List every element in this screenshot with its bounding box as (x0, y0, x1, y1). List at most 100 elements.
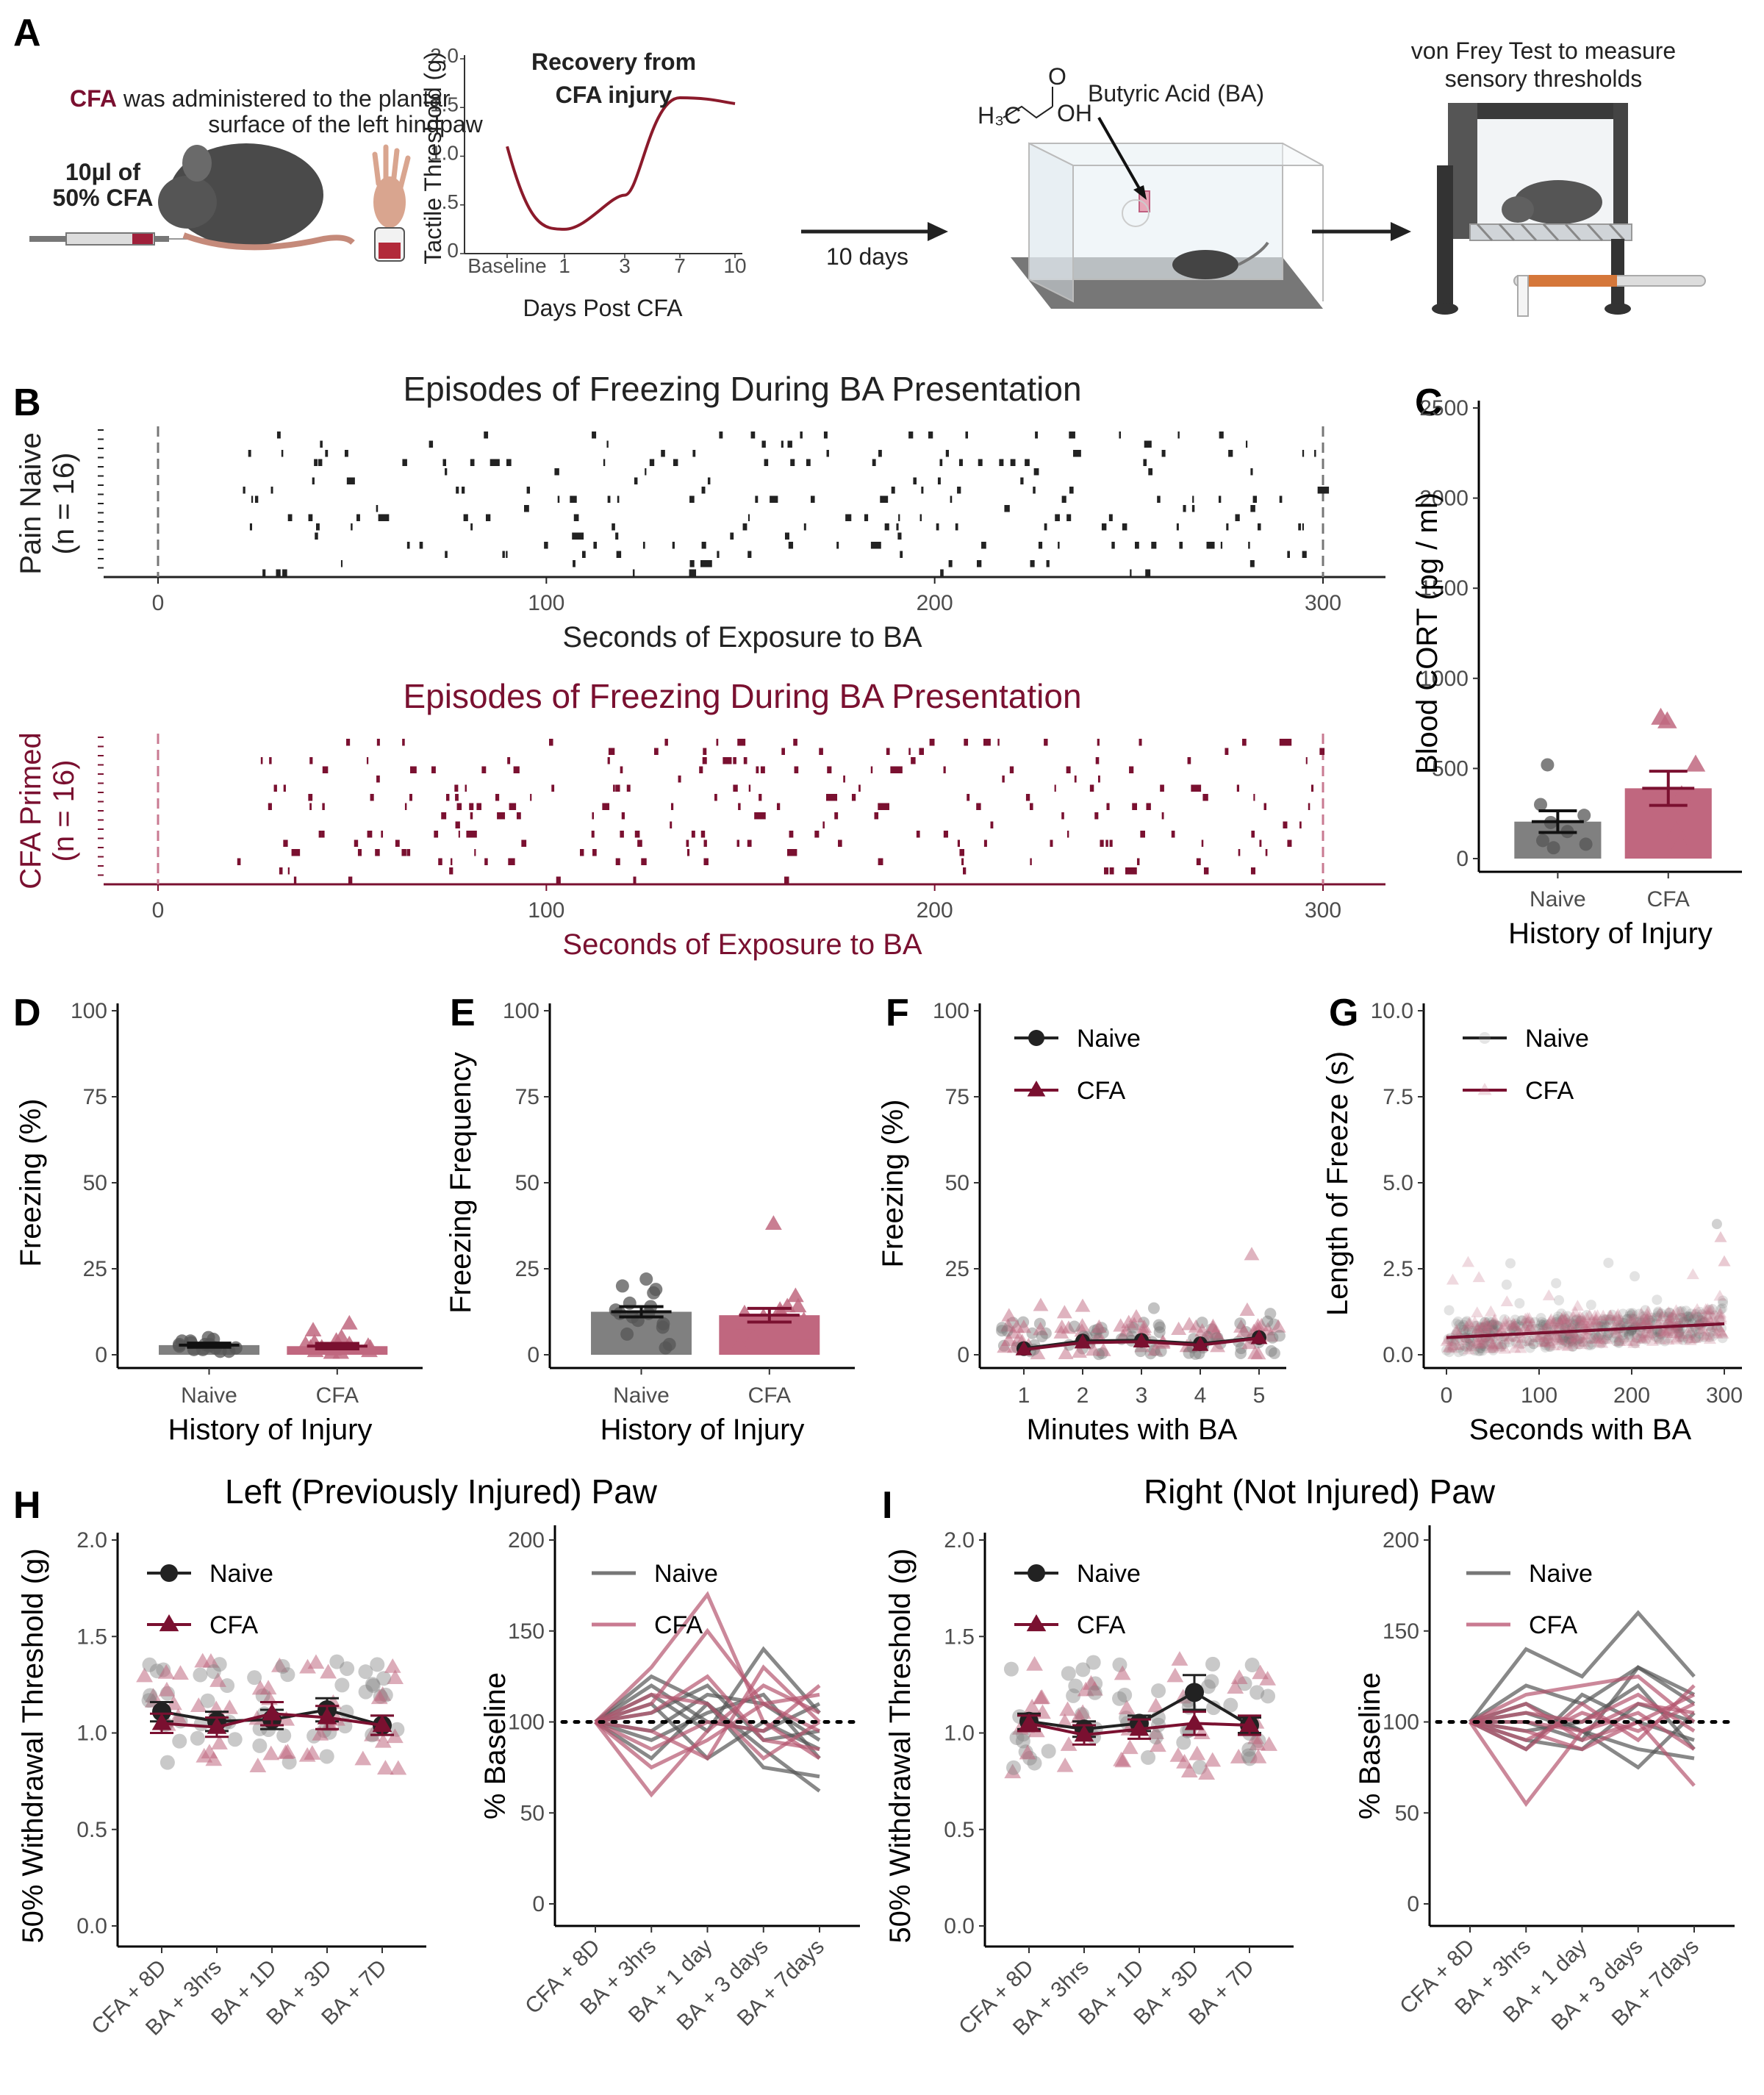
panel-g-point-cfa (1569, 1331, 1582, 1343)
raster-cfa-freeze-episode (268, 803, 272, 810)
panel-g-point-naive (1624, 1330, 1635, 1341)
panel-g-point-cfa (1714, 1325, 1727, 1336)
panel-g-point-naive (1478, 1339, 1489, 1350)
panel-g-point-naive (1537, 1322, 1548, 1333)
raster-naive-freeze-episode (1101, 523, 1107, 531)
raster-cfa-freeze-episode (874, 812, 879, 820)
panel-g-point-cfa (1521, 1311, 1534, 1323)
panel-g-point-cfa (1636, 1332, 1649, 1343)
panel-c-point-naive (1546, 841, 1560, 855)
panel-g-point-cfa (1627, 1334, 1641, 1346)
raster-naive-freeze-episode (318, 459, 323, 466)
panel-g-point-naive (1652, 1312, 1663, 1323)
raster-naive-freeze-episode (570, 495, 577, 503)
raster-cfa-freeze-episode (556, 876, 561, 884)
raster-cfa-freeze-episode (237, 858, 241, 865)
panel-g-point-cfa (1707, 1324, 1720, 1336)
panel-g-point-cfa (1560, 1312, 1574, 1323)
panel-g-point-naive (1474, 1322, 1485, 1333)
raster-cfa-freeze-episode (843, 776, 845, 783)
panel-g-legend-naive-marker (1479, 1032, 1491, 1044)
vf-leg-icon (1611, 239, 1624, 309)
panel-i-threshold-point-cfa (1114, 1752, 1132, 1768)
panel-g-point-cfa (1544, 1314, 1557, 1326)
raster-cfa-freeze-episode (1203, 867, 1209, 875)
panel-g-point-naive (1536, 1317, 1547, 1328)
raster-naive-freeze-episode (1148, 468, 1153, 476)
panel-g-point-cfa (1710, 1327, 1724, 1339)
panel-g-point-cfa (1482, 1319, 1495, 1331)
panel-g-point-cfa (1514, 1342, 1527, 1353)
raster-cfa-freeze-episode (592, 812, 595, 820)
raster-naive-freeze-episode (1287, 551, 1290, 558)
panel-i-threshold-point-naive (1261, 1688, 1276, 1704)
raster-cfa-freeze-episode (943, 831, 948, 838)
panel-h-threshold-point-naive (200, 1693, 215, 1708)
panel-g-point-cfa (1488, 1314, 1501, 1326)
panel-g-point-naive (1677, 1312, 1688, 1323)
panel-g-point-naive (1585, 1339, 1596, 1350)
raster-cfa-freeze-episode (287, 867, 290, 875)
raster-cfa-freeze-episode (521, 839, 527, 847)
panel-c-point-naive (1579, 837, 1593, 851)
panel-c-y-tick-label: 1000 (1419, 667, 1469, 691)
panel-g-point-naive (1478, 1322, 1489, 1333)
panel-g-point-naive (1516, 1339, 1527, 1350)
panel-g-point-naive (1474, 1342, 1485, 1353)
raster-naive-freeze-episode (955, 523, 958, 531)
panel-c-point-naive (1534, 798, 1548, 812)
panel-e-point-cfa (795, 1325, 813, 1340)
raster-naive-freeze-episode (429, 440, 432, 448)
panel-g-point-naive (1513, 1319, 1524, 1331)
panel-g-point-cfa (1500, 1295, 1513, 1307)
raster-cfa-x-axis-label: Seconds of Exposure to BA (562, 928, 922, 961)
raster-cfa-freeze-episode (592, 849, 597, 856)
panel-g-point-naive (1704, 1332, 1715, 1343)
panel-g-point-naive (1514, 1297, 1525, 1308)
panel-g-point-cfa (1663, 1311, 1677, 1323)
panel-h-threshold-point-cfa (221, 1699, 238, 1714)
panel-h-baseline-animal-line-cfa (594, 1692, 821, 1761)
panel-g-point-naive (1626, 1313, 1637, 1324)
panel-g-point-naive (1516, 1315, 1527, 1326)
panel-g-point-naive (1452, 1316, 1463, 1327)
panel-h-threshold-point-naive (141, 1693, 157, 1708)
panel-g-point-naive (1551, 1314, 1562, 1325)
panel-g-point-naive (1479, 1341, 1490, 1352)
panel-g-point-naive (1618, 1318, 1629, 1329)
panel-g-point-naive (1510, 1314, 1521, 1325)
panel-g-point-cfa (1684, 1334, 1697, 1345)
panel-g-point-naive (1646, 1315, 1657, 1326)
panel-g-point-naive (1687, 1328, 1698, 1339)
raster-naive-freeze-episode (836, 542, 839, 549)
panel-g-point-naive (1622, 1314, 1633, 1325)
panel-i-threshold-point-naive (1003, 1661, 1019, 1677)
panel-g-point-naive (1646, 1328, 1657, 1339)
panel-i-threshold-point-naive (1027, 1755, 1042, 1771)
panel-d-y-tick-label: 0 (95, 1343, 107, 1367)
panel-g-point-naive (1575, 1315, 1586, 1326)
raster-cfa-freeze-episode (743, 757, 747, 764)
panel-g-point-cfa (1465, 1340, 1478, 1352)
panel-g-point-naive (1524, 1342, 1535, 1353)
panel-g-point-cfa (1699, 1303, 1713, 1314)
panel-h-threshold-mean-cfa (317, 1707, 337, 1725)
panel-h-threshold-y-tick-label: 0.0 (76, 1914, 107, 1938)
panel-i-threshold-point-naive (1151, 1683, 1166, 1699)
panel-h-baseline-animal-line-cfa (595, 1664, 821, 1761)
raster-naive-freeze-episode (402, 459, 407, 466)
panel-g-point-cfa (1551, 1331, 1564, 1342)
raster-naive-freeze-episode (573, 560, 576, 567)
raster-cfa-freeze-episode (455, 821, 460, 828)
raster-naive-freeze-episode (1302, 551, 1307, 558)
raster-naive-freeze-episode (463, 514, 468, 521)
panel-g-point-naive (1587, 1339, 1598, 1350)
panel-g-point-naive (1557, 1332, 1568, 1343)
raster-naive-freeze-episode (1235, 514, 1240, 521)
panel-g-point-naive (1444, 1347, 1455, 1358)
panel-c-point-cfa (1685, 754, 1706, 772)
panel-g-point-naive (1530, 1317, 1541, 1328)
panel-i-threshold-point-cfa (1230, 1669, 1248, 1684)
raster-cfa-freeze-episode (641, 858, 647, 865)
panel-g-point-naive (1596, 1316, 1607, 1327)
